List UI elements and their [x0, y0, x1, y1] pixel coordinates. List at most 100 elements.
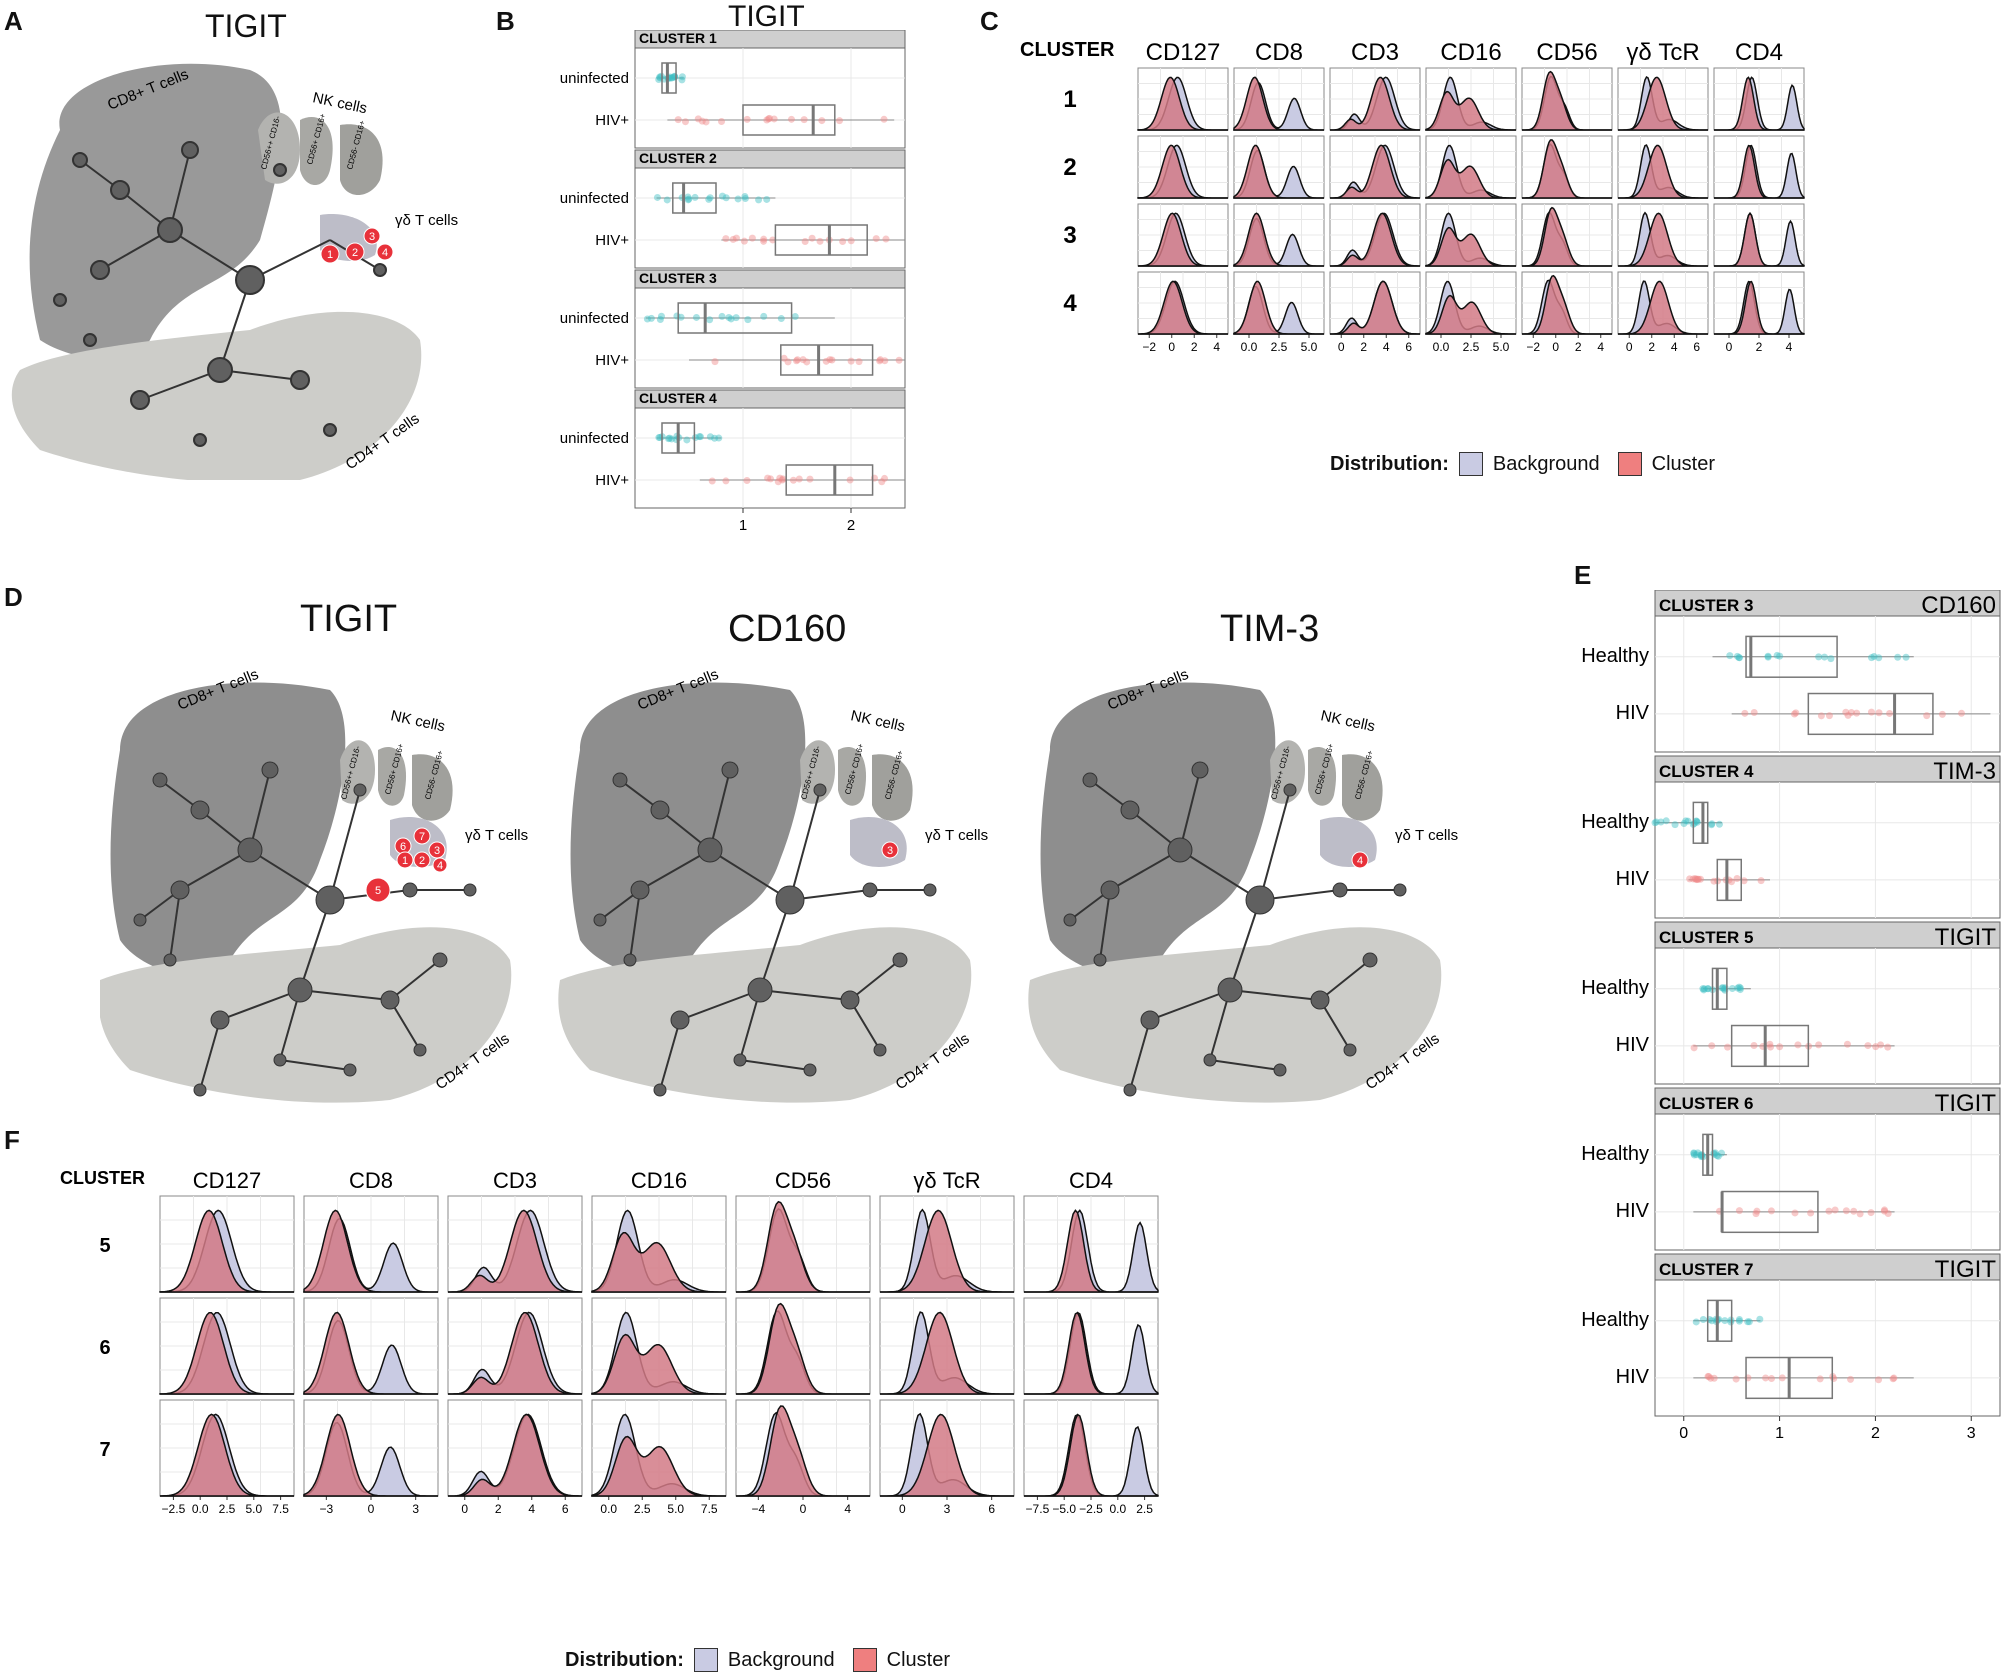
data-point — [1776, 652, 1784, 660]
data-point — [1692, 817, 1700, 825]
data-point — [1856, 1210, 1864, 1218]
cd4-region — [558, 927, 972, 1103]
label-nk: NK cells — [849, 707, 906, 735]
tree-node — [721, 761, 739, 779]
box — [677, 302, 793, 334]
data-point — [1735, 1317, 1743, 1325]
tree-node — [133, 913, 147, 927]
cluster-number: 4 — [437, 860, 443, 872]
cluster-row-label: 6 — [99, 1337, 110, 1359]
data-point — [722, 477, 730, 485]
data-point — [1773, 651, 1781, 659]
tree-node — [1100, 880, 1120, 900]
x-tick: 6 — [1693, 340, 1700, 354]
data-point — [1718, 1149, 1726, 1157]
data-point — [708, 477, 716, 485]
data-point — [706, 433, 714, 441]
tree-edge — [1229, 899, 1261, 991]
data-point — [1714, 1152, 1722, 1160]
cluster-density — [591, 1435, 726, 1497]
cluster-density — [1137, 76, 1228, 131]
data-point — [789, 476, 797, 484]
data-point — [729, 235, 737, 243]
cluster-density — [1714, 144, 1804, 199]
tree-node — [733, 1053, 747, 1067]
data-point — [1735, 1316, 1743, 1324]
marker-label: CD4 — [1069, 1168, 1113, 1193]
data-point — [760, 235, 768, 243]
cluster-density — [1714, 280, 1804, 335]
cluster-density — [1330, 280, 1420, 335]
cluster-number: 3 — [887, 845, 893, 857]
data-point — [828, 356, 836, 364]
tree-node — [1120, 800, 1140, 820]
data-point — [718, 312, 726, 320]
data-point — [1662, 817, 1670, 825]
cluster-density — [1330, 212, 1420, 267]
data-point — [741, 193, 749, 201]
x-tick: 4 — [844, 1502, 851, 1516]
tree-edge — [329, 789, 361, 901]
data-point — [895, 356, 903, 364]
tree-node — [650, 800, 670, 820]
box — [1716, 858, 1743, 902]
tree-node — [1273, 1063, 1287, 1077]
data-point — [878, 478, 886, 486]
data-point — [1694, 875, 1702, 883]
tree-node — [190, 800, 210, 820]
density-grid-f: CLUSTER CD127 −2.5 0.0 2.5 5.0 7.5 CD8 −3 0 3 CD3 0 2… — [60, 1168, 1159, 1516]
data-point — [1889, 1375, 1897, 1383]
strip-1 — [1654, 590, 2001, 617]
cluster-density — [736, 1302, 870, 1395]
data-point — [653, 193, 661, 201]
cluster-density — [1233, 76, 1324, 131]
x-tick: 1 — [739, 517, 747, 534]
strip-2 — [1654, 755, 2001, 783]
legend-swatch-background — [1458, 452, 1483, 476]
boxplot-e: CLUSTER 3 CD160 Healthy HIV CLUSTER 4 TIM-3 He… — [1581, 590, 2001, 1442]
data-point — [1707, 821, 1715, 829]
cluster-density — [736, 1405, 870, 1497]
data-point — [1850, 1207, 1858, 1215]
data-point — [1719, 984, 1727, 992]
x-tick: 2 — [1648, 340, 1655, 354]
marker-label: CD56 — [1536, 40, 1597, 66]
data-point — [744, 316, 752, 324]
x-tick: 5.0 — [245, 1502, 262, 1516]
data-point — [1938, 710, 1946, 718]
data-point — [1817, 712, 1825, 720]
cluster-density — [1425, 158, 1516, 199]
data-point — [1750, 708, 1758, 716]
data-point — [1735, 1207, 1743, 1215]
data-point — [678, 73, 686, 81]
x-tick: −3 — [319, 1502, 333, 1516]
group-label: HIV — [1616, 1034, 1650, 1056]
data-point — [816, 237, 824, 245]
data-point — [718, 118, 726, 126]
tree-edge — [759, 899, 791, 991]
data-point — [1881, 1206, 1889, 1214]
tree-node — [747, 977, 773, 1003]
data-point — [846, 476, 854, 484]
data-point — [1740, 877, 1748, 885]
data-point — [711, 434, 719, 442]
data-point — [647, 314, 655, 322]
cluster-density — [448, 1209, 582, 1293]
data-point — [1741, 709, 1749, 717]
tree-node — [623, 953, 637, 967]
data-point — [1767, 1043, 1775, 1051]
tree-node — [380, 990, 400, 1010]
cd8-region — [110, 682, 346, 975]
box — [672, 182, 717, 214]
marker-label: CD127 — [193, 1168, 261, 1193]
data-point — [1726, 652, 1734, 660]
data-point — [1844, 711, 1852, 719]
panel-letter-b: B — [496, 6, 515, 36]
data-point — [668, 74, 676, 82]
x-tick: 0 — [1552, 340, 1559, 354]
tree-node — [1093, 953, 1107, 967]
data-point — [795, 475, 803, 483]
